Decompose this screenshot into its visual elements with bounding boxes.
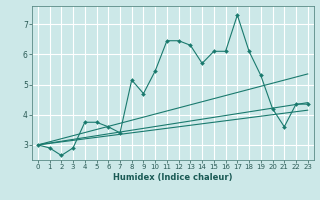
X-axis label: Humidex (Indice chaleur): Humidex (Indice chaleur)	[113, 173, 233, 182]
